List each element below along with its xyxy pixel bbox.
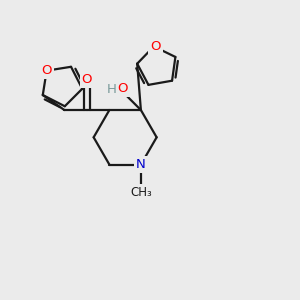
Text: O: O [118,82,128,94]
Text: O: O [150,40,160,53]
Text: O: O [82,73,92,86]
Text: H: H [107,83,117,96]
Text: O: O [41,64,52,77]
Text: CH₃: CH₃ [130,186,152,199]
Text: N: N [136,158,146,171]
